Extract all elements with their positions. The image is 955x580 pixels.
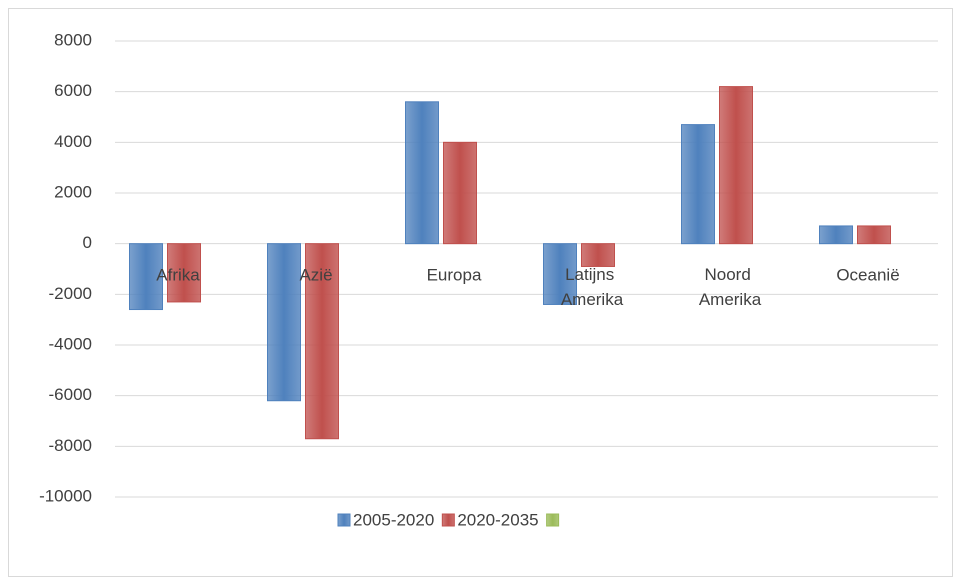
legend-marker [441, 513, 455, 527]
bar [681, 124, 715, 245]
y-tick-label: 4000 [54, 132, 92, 151]
bar [819, 225, 853, 245]
legend-marker [337, 513, 351, 527]
y-tick-label: -4000 [49, 334, 92, 353]
y-tick-label: -10000 [39, 486, 92, 505]
bar [543, 243, 577, 305]
legend-marker [546, 513, 560, 527]
bar [305, 243, 339, 440]
bar [443, 141, 477, 245]
chart-border [8, 8, 953, 577]
y-tick-label: -2000 [49, 284, 92, 303]
y-tick-label: -8000 [49, 436, 92, 455]
x-tick-label: Latijns Amerika [561, 265, 624, 309]
bar [405, 101, 439, 245]
legend-label: 2020-2035 [457, 510, 538, 529]
x-tick-label: Europa [427, 265, 482, 284]
y-tick-label: -6000 [49, 385, 92, 404]
bar [719, 86, 753, 245]
x-tick-label: Noord Amerika [699, 265, 762, 309]
bar [857, 225, 891, 245]
legend-label: 2005-2020 [353, 510, 434, 529]
y-tick-label: 2000 [54, 182, 92, 201]
y-tick-label: 6000 [54, 81, 92, 100]
bar [129, 243, 163, 311]
x-tick-label: Oceanië [836, 265, 899, 284]
y-tick-label: 0 [83, 233, 92, 252]
bar [167, 243, 201, 303]
bar [581, 243, 615, 267]
bar [267, 243, 301, 402]
y-tick-label: 8000 [54, 30, 92, 49]
x-tick-label: Afrika [156, 265, 200, 284]
x-tick-label: Azië [299, 265, 332, 284]
